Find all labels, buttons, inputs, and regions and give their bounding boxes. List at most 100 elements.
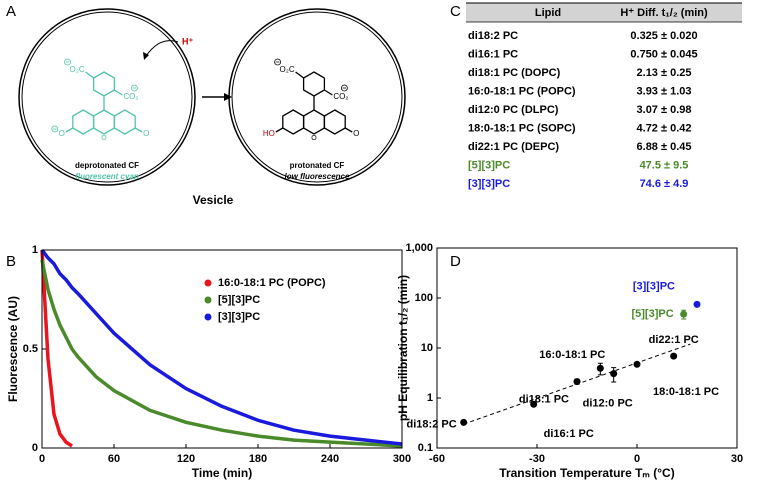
point-label: [5][3]PC — [631, 308, 673, 320]
point-label: di18:1 PC — [519, 393, 569, 405]
bond — [114, 89, 123, 96]
y-tick-label: 1 — [427, 392, 433, 404]
atom-label: O — [311, 135, 317, 142]
vesicle — [18, 8, 196, 186]
ring — [282, 109, 305, 135]
proton-arrow — [145, 40, 179, 57]
legend-marker — [204, 279, 212, 287]
bond — [344, 127, 353, 133]
data-point — [680, 310, 688, 318]
table-header-cell: H⁺ Diff. t₁/₂ (min) — [620, 7, 708, 19]
atom-label: O₂C — [279, 65, 294, 74]
atom-label: O₂C — [69, 65, 84, 74]
table-cell: di16:1 PC — [468, 48, 518, 60]
ring — [323, 109, 346, 135]
y-tick-label: 0 — [32, 442, 38, 454]
data-point — [670, 352, 678, 360]
table-header-cell: Lipid — [535, 7, 561, 19]
data-line — [40, 248, 403, 446]
atom-label: O — [59, 129, 65, 138]
y-tick-label: 100 — [415, 292, 433, 304]
arrow-head — [224, 93, 232, 101]
x-axis-label: Transition Temperature Tₘ (°C) — [499, 466, 674, 480]
data-point — [693, 300, 701, 308]
table-cell: 18:0-18:1 PC (SOPC) — [468, 122, 576, 134]
x-tick-label: 0 — [634, 453, 640, 465]
ring — [113, 109, 136, 135]
table-cell: di12:0 PC (DLPC) — [468, 104, 559, 116]
table-cell: [3][3]PC — [468, 178, 510, 190]
panel-label: B — [6, 253, 16, 270]
ring — [92, 109, 116, 135]
data-line — [40, 249, 73, 448]
vesicle — [228, 8, 406, 186]
data-point — [460, 418, 468, 426]
x-tick-label: 180 — [249, 453, 267, 465]
molecule-name: deprotonated CF — [75, 161, 139, 170]
ring — [92, 71, 116, 97]
y-tick-label: 10 — [421, 342, 433, 354]
y-tick-label: 0.5 — [23, 343, 38, 355]
plot-frame — [436, 247, 738, 449]
molecule-note: fluorescent cyan — [75, 172, 139, 181]
data-point — [596, 364, 604, 372]
table-cell: 4.72 ± 0.42 — [637, 122, 692, 134]
bond — [295, 71, 304, 79]
table-cell: 16:0-18:1 PC (POPC) — [468, 85, 576, 97]
caption: Vesicle — [193, 193, 234, 207]
x-tick-label: -60 — [429, 453, 445, 465]
x-tick-label: 240 — [321, 453, 339, 465]
legend-label: 16:0-18:1 PC (POPC) — [218, 277, 326, 289]
charge — [51, 125, 59, 133]
atom-label: HO — [263, 129, 275, 138]
x-tick-label: 30 — [731, 453, 743, 465]
point-label: 18:0-18:1 PC — [653, 386, 719, 398]
data-point — [530, 400, 538, 408]
charge — [64, 58, 72, 66]
table-header — [466, 3, 742, 22]
data-point — [633, 360, 641, 368]
panel-label: A — [6, 3, 16, 20]
data-point — [573, 378, 581, 386]
bond — [65, 127, 74, 133]
molecule-note: low fluorescence — [285, 172, 350, 181]
data-point — [610, 370, 618, 378]
y-tick-label: 0.1 — [418, 442, 433, 454]
table-cell: 47.5 ± 9.5 — [640, 159, 689, 171]
vesicle — [231, 11, 403, 183]
point-label: [3][3]PC — [633, 280, 675, 292]
table-cell: 0.325 ± 0.020 — [630, 30, 697, 42]
x-tick-label: 60 — [108, 453, 120, 465]
table-cell: 3.07 ± 0.98 — [637, 104, 692, 116]
atom-label: O — [353, 129, 359, 138]
atom-label: CO₂ — [123, 92, 138, 101]
x-tick-label: 300 — [393, 453, 411, 465]
y-tick-label: 1 — [32, 244, 38, 256]
bond — [134, 127, 143, 133]
table-cell: 6.88 ± 0.45 — [637, 141, 692, 153]
point-label: di12:0 PC — [583, 398, 633, 410]
bond — [85, 71, 94, 79]
molecule-name: protonated CF — [290, 161, 345, 170]
x-tick-label: 120 — [177, 453, 195, 465]
x-tick-label: -30 — [529, 453, 545, 465]
bond — [324, 89, 333, 96]
table-cell: di22:1 PC (DEPC) — [468, 141, 559, 153]
table-cell: 2.13 ± 0.25 — [637, 67, 692, 79]
data-line — [40, 259, 403, 448]
atom-label: O — [101, 135, 107, 142]
point-label: di22:1 PC — [649, 334, 699, 346]
bond — [275, 127, 284, 133]
legend-label: [3][3]PC — [218, 311, 260, 323]
point-label: di16:1 PC — [544, 428, 594, 440]
arrow-head — [143, 52, 149, 60]
table-cell: [5][3]PC — [468, 159, 510, 171]
charge — [274, 58, 282, 66]
panel-label: C — [450, 3, 461, 20]
proton: H⁺ — [182, 36, 193, 46]
point-label: di18:2 PC — [407, 418, 457, 430]
atom-label: CO₂ — [333, 92, 348, 101]
x-axis-label: Time (min) — [192, 466, 252, 480]
vesicle — [21, 11, 193, 183]
